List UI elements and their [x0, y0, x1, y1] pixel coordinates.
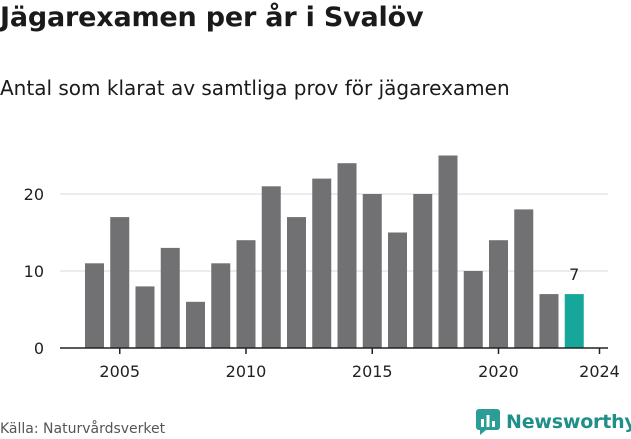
- x-tick-label: 2005: [99, 362, 140, 381]
- bar: [337, 163, 357, 348]
- y-tick-label: 10: [24, 262, 44, 281]
- x-tick-label: 2024: [579, 362, 620, 381]
- x-tick-label: 2020: [478, 362, 519, 381]
- bar-chart-logo-icon: [476, 409, 500, 435]
- bar: [236, 240, 256, 348]
- x-tick-label: 2010: [226, 362, 267, 381]
- bar: [388, 232, 407, 348]
- bar: [160, 247, 180, 348]
- bar: [287, 217, 306, 348]
- x-tick-label: 2015: [352, 362, 393, 381]
- bar: [85, 263, 104, 348]
- data-label: 7: [569, 265, 579, 284]
- source-note: Källa: Naturvårdsverket: [0, 421, 166, 437]
- bar: [514, 209, 534, 348]
- bars: [85, 155, 584, 348]
- bar: [312, 178, 332, 348]
- axes: [60, 347, 608, 354]
- y-tick-label: 20: [24, 185, 44, 204]
- brand-logo: Newsworthy: [476, 409, 631, 435]
- bar: [489, 240, 508, 348]
- bar: [186, 301, 205, 348]
- bar-highlight: [564, 294, 584, 348]
- bar: [211, 263, 231, 348]
- y-tick-label: 0: [34, 339, 44, 358]
- bar-chart: 0 10 20 2005 2010 2015 2020 2024 7: [24, 155, 620, 381]
- bar: [413, 194, 433, 348]
- chart-subtitle: Antal som klarat av samtliga prov för jä…: [0, 76, 510, 100]
- bar: [362, 194, 382, 348]
- bar: [261, 186, 281, 348]
- chart-title: Jägarexamen per år i Svalöv: [0, 2, 424, 33]
- bar: [463, 271, 483, 348]
- bar: [110, 217, 130, 348]
- bar: [135, 286, 155, 348]
- brand-name: Newsworthy: [506, 411, 631, 433]
- labels: 0 10 20 2005 2010 2015 2020 2024 7: [24, 185, 620, 381]
- bar: [539, 294, 559, 348]
- bar: [438, 155, 458, 348]
